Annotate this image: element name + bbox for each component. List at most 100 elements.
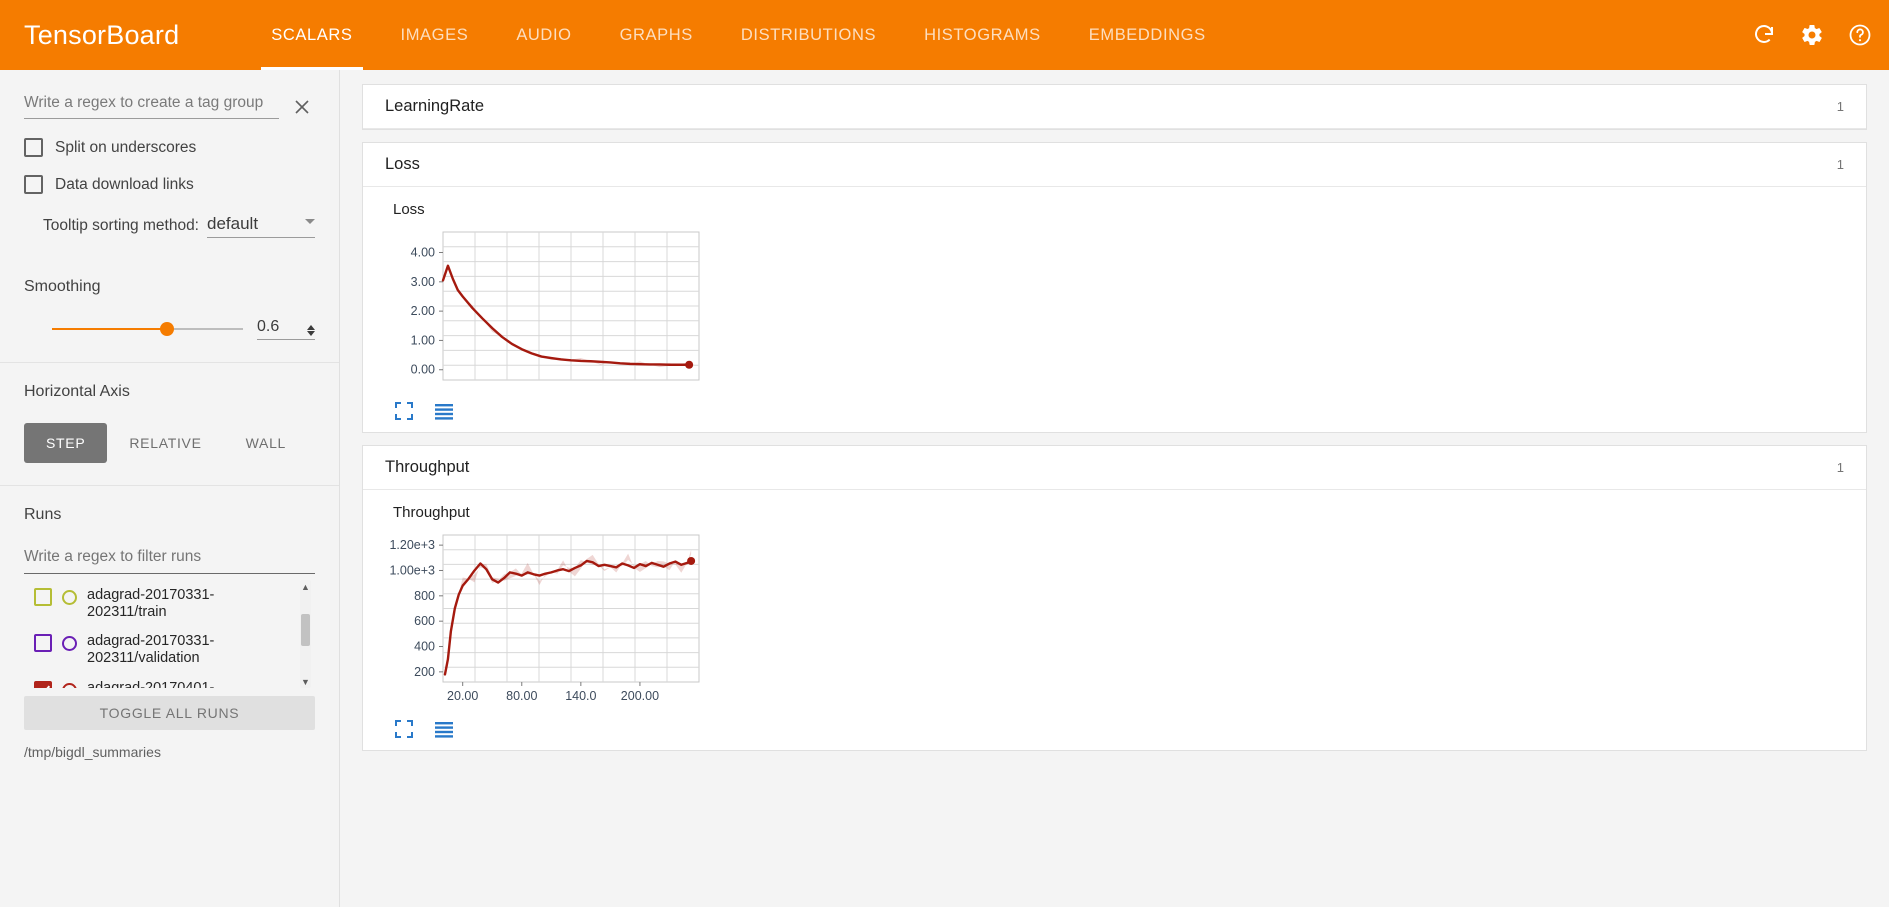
svg-text:400: 400	[414, 640, 435, 654]
tab-embeddings-label: EMBEDDINGS	[1088, 25, 1206, 44]
split-underscores-label: Split on underscores	[55, 138, 197, 156]
smoothing-stepper[interactable]	[307, 325, 315, 336]
axis-button-wall[interactable]: WALL	[245, 435, 287, 451]
chart-title-loss: Loss	[393, 201, 425, 218]
chart-toolbar-throughput	[363, 712, 1866, 740]
scroll-up-icon[interactable]: ▲	[301, 581, 310, 592]
run-checkbox[interactable]	[34, 588, 52, 606]
expand-icon[interactable]	[393, 400, 415, 422]
svg-text:200: 200	[414, 665, 435, 679]
app-brand: TensorBoard	[24, 19, 180, 50]
toggle-all-runs-button[interactable]: TOGGLE ALL RUNS	[24, 696, 315, 730]
run-color-dot	[62, 682, 77, 688]
card-body-throughput: Throughput 200 400 600 800 1.00e+3 1.20e+3 20.…	[363, 490, 1866, 750]
card-learningrate: LearningRate 1	[362, 84, 1867, 130]
card-count: 1	[1836, 460, 1844, 475]
slider-fill	[52, 328, 167, 330]
run-item-adagrad-20170331-202311-validation[interactable]: adagrad-20170331-202311/validation	[24, 626, 293, 672]
card-header-loss[interactable]: Loss 1	[363, 143, 1866, 187]
card-count: 1	[1836, 99, 1844, 114]
card-count: 1	[1836, 157, 1844, 172]
smoothing-section: Smoothing 0.6	[0, 258, 339, 363]
chart-area-throughput: 200 400 600 800 1.00e+3 1.20e+3 20.00 80.00 140.…	[363, 527, 1866, 712]
header-actions	[1751, 0, 1873, 70]
main-navigation: SCALARS IMAGES AUDIO GRAPHS DISTRIBUTION…	[247, 0, 1229, 70]
line-chart-throughput[interactable]: 200 400 600 800 1.00e+3 1.20e+3 20.00 80.00 140.…	[381, 527, 711, 712]
expand-icon[interactable]	[393, 718, 415, 740]
run-color-dot	[62, 590, 77, 605]
run-item-adagrad-20170331-202311-train[interactable]: adagrad-20170331-202311/train	[24, 580, 293, 626]
scroll-down-icon[interactable]: ▼	[301, 676, 310, 687]
runs-filter-input[interactable]	[24, 546, 315, 574]
svg-text:2.00: 2.00	[411, 304, 435, 318]
tab-scalars[interactable]: SCALARS	[247, 0, 376, 70]
run-label: adagrad-20170331-202311/train	[87, 587, 215, 620]
data-download-links-checkbox[interactable]	[24, 175, 43, 194]
chart-toolbar-loss	[363, 394, 1866, 422]
card-title: LearningRate	[385, 97, 485, 115]
line-chart-loss[interactable]: 0.00 1.00 2.00 3.00 4.00	[381, 224, 711, 394]
card-title: Throughput	[385, 458, 470, 476]
tab-audio[interactable]: AUDIO	[492, 0, 595, 70]
card-body-loss: Loss 0.00 1.00 2.00 3.00 4.00	[363, 187, 1866, 432]
smoothing-slider[interactable]	[52, 320, 243, 338]
run-color-dot	[62, 636, 77, 652]
tab-distributions[interactable]: DISTRIBUTIONS	[717, 0, 900, 70]
axis-button-step[interactable]: STEP	[24, 423, 108, 463]
card-title: Loss	[385, 155, 420, 173]
svg-text:20.00: 20.00	[447, 689, 478, 703]
tab-distributions-label: DISTRIBUTIONS	[740, 25, 877, 44]
scrollbar-thumb[interactable]	[301, 614, 310, 646]
card-header-throughput[interactable]: Throughput 1	[363, 446, 1866, 490]
svg-text:1.20e+3: 1.20e+3	[389, 538, 435, 552]
run-checkbox[interactable]	[34, 680, 52, 688]
tab-histograms[interactable]: HISTOGRAMS	[900, 0, 1065, 70]
smoothing-value: 0.6	[257, 318, 280, 335]
help-icon[interactable]	[1847, 22, 1873, 48]
card-header-learningrate[interactable]: LearningRate 1	[363, 85, 1866, 129]
sidebar: Split on underscores Data download links…	[0, 70, 340, 907]
stepper-up-icon[interactable]	[307, 325, 315, 330]
run-item-adagrad-20170401-171227-train[interactable]: adagrad-20170401-171227/train	[24, 673, 293, 688]
smoothing-row: 0.6	[24, 318, 315, 340]
axis-button-relative[interactable]: RELATIVE	[129, 435, 202, 451]
chart-title-throughput: Throughput	[393, 504, 470, 521]
tooltip-sorting-select[interactable]: default	[207, 214, 315, 238]
svg-text:4.00: 4.00	[411, 246, 435, 260]
tab-audio-label: AUDIO	[516, 25, 572, 44]
data-table-icon[interactable]	[433, 400, 455, 422]
smoothing-value-box[interactable]: 0.6	[257, 318, 315, 340]
runs-scrollbar[interactable]: ▲ ▼	[300, 580, 311, 688]
checkbox-split-on-underscores[interactable]: Split on underscores	[24, 138, 315, 157]
tab-histograms-label: HISTOGRAMS	[924, 25, 1041, 44]
svg-text:140.0: 140.0	[565, 689, 596, 703]
svg-text:600: 600	[414, 614, 435, 628]
tab-embeddings[interactable]: EMBEDDINGS	[1065, 0, 1230, 70]
slider-thumb[interactable]	[159, 322, 174, 336]
gear-icon[interactable]	[1799, 22, 1825, 48]
svg-text:1.00e+3: 1.00e+3	[389, 563, 435, 577]
svg-text:80.00: 80.00	[506, 689, 537, 703]
tab-images[interactable]: IMAGES	[377, 0, 493, 70]
horizontal-axis-buttons: STEP RELATIVE WALL	[24, 423, 315, 463]
run-checkbox[interactable]	[34, 634, 52, 653]
stepper-down-icon[interactable]	[307, 331, 315, 336]
runs-list[interactable]: adagrad-20170331-202311/train adagrad-20…	[24, 580, 315, 688]
checkbox-data-download-links[interactable]: Data download links	[24, 175, 315, 194]
tooltip-sorting-value: default	[207, 214, 259, 233]
data-table-icon[interactable]	[433, 718, 455, 740]
close-icon[interactable]	[289, 94, 315, 120]
card-loss: Loss 1 Loss 0.00 1.00 2.00 3.00 4.00	[362, 142, 1867, 433]
split-underscores-checkbox[interactable]	[24, 138, 43, 157]
data-download-links-label: Data download links	[55, 175, 194, 193]
runs-title: Runs	[24, 506, 62, 523]
tag-regex-row	[24, 92, 315, 120]
refresh-icon[interactable]	[1751, 22, 1777, 48]
tab-scalars-label: SCALARS	[271, 25, 353, 44]
tooltip-sorting-row: Tooltip sorting method: default	[24, 214, 315, 238]
chart-area-loss: 0.00 1.00 2.00 3.00 4.00	[363, 224, 1866, 394]
chevron-down-icon	[305, 219, 315, 224]
tab-graphs[interactable]: GRAPHS	[596, 0, 717, 70]
svg-text:0.00: 0.00	[411, 363, 435, 377]
tag-regex-input[interactable]	[24, 92, 279, 119]
